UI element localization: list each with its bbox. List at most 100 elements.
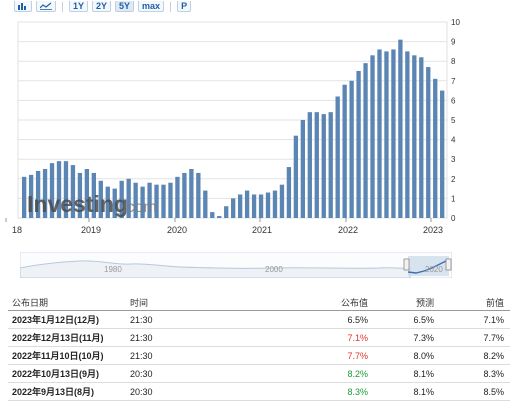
- chart-bar[interactable]: [203, 190, 208, 218]
- chart-bar[interactable]: [440, 90, 445, 218]
- chart-bar[interactable]: [28, 174, 34, 218]
- header-previous[interactable]: 前值: [485, 297, 504, 308]
- cell-date: 2022年12月13日(11月): [12, 333, 104, 343]
- chart-bar[interactable]: [419, 57, 424, 218]
- chart-bar[interactable]: [405, 51, 410, 219]
- range-navigator[interactable]: 1980 2000 2020: [20, 252, 452, 278]
- chart-bar[interactable]: [258, 194, 264, 218]
- chart-bar[interactable]: [35, 170, 41, 218]
- navigator-right-handle[interactable]: [445, 258, 452, 271]
- chart-bar[interactable]: [272, 190, 278, 218]
- y-tick-label: 6: [451, 96, 456, 105]
- chart-bar[interactable]: [119, 180, 124, 218]
- y-tick-label: 10: [451, 18, 460, 27]
- chart-bar[interactable]: [314, 112, 319, 218]
- cell-forecast: 6.5%: [413, 314, 434, 325]
- chart-bar[interactable]: [342, 84, 347, 218]
- chart-bar[interactable]: [140, 186, 145, 218]
- header-forecast[interactable]: 预测: [415, 297, 434, 308]
- table-row: 2022年12月13日(11月) 21:30 7.1% 7.3% 7.7%: [8, 329, 510, 347]
- chart-bar[interactable]: [307, 112, 312, 218]
- chart-bar[interactable]: [154, 184, 159, 218]
- chart-bar[interactable]: [147, 182, 152, 218]
- chart-bar[interactable]: [251, 194, 257, 218]
- navigator-label-2020: 2020: [425, 265, 443, 274]
- bar-chart-toggle[interactable]: [14, 1, 32, 12]
- chart-bar[interactable]: [286, 167, 292, 218]
- cell-forecast: 7.3%: [413, 332, 434, 343]
- header-time[interactable]: 时间: [130, 297, 149, 308]
- main-chart-area[interactable]: Investing .com 0 1 2 3 4 5 6 7 8 9 10 18 2019 2020 20…: [0, 16, 520, 238]
- chart-bar[interactable]: [196, 172, 201, 218]
- chart-bar[interactable]: [22, 176, 27, 218]
- chart-bar[interactable]: [224, 206, 229, 218]
- chart-bar[interactable]: [126, 178, 131, 218]
- chart-bar[interactable]: [384, 51, 389, 219]
- chart-bar[interactable]: [370, 55, 375, 218]
- cell-date: 2022年10月13日(9月): [12, 369, 100, 379]
- chart-bar[interactable]: [335, 96, 340, 218]
- cell-time: 20:30: [130, 386, 153, 397]
- range-1y-button[interactable]: 1Y: [69, 1, 89, 12]
- chart-bar[interactable]: [189, 169, 194, 218]
- chart-bar[interactable]: [398, 39, 403, 218]
- x-tick-label: 2023: [423, 225, 443, 235]
- chart-toolbar: 1Y 2Y 5Y max P: [14, 0, 195, 12]
- line-chart-toggle[interactable]: [36, 1, 56, 12]
- chart-bar[interactable]: [217, 216, 222, 218]
- watermark-suffix: .com: [122, 199, 157, 216]
- range-2y-button[interactable]: 2Y: [92, 1, 112, 12]
- chart-bar[interactable]: [77, 172, 83, 218]
- chart-bar[interactable]: [328, 112, 333, 218]
- chart-bar[interactable]: [133, 182, 138, 218]
- chart-bar[interactable]: [175, 176, 180, 218]
- cpi-bar-chart[interactable]: Investing .com 0 1 2 3 4 5 6 7 8 9 10 18 2019 2020 20…: [0, 16, 520, 238]
- y-tick-label: 3: [451, 155, 456, 164]
- chart-bar[interactable]: [293, 135, 299, 218]
- chart-bar[interactable]: [91, 172, 96, 218]
- chart-bar[interactable]: [84, 169, 90, 218]
- chart-bar[interactable]: [377, 49, 382, 218]
- cell-date: 2023年1月12日(12月): [12, 315, 100, 325]
- chart-bar[interactable]: [70, 165, 76, 218]
- chart-bar[interactable]: [49, 163, 55, 218]
- chart-bar[interactable]: [426, 67, 431, 218]
- chart-bar[interactable]: [265, 192, 271, 218]
- chart-bar[interactable]: [231, 198, 236, 218]
- chart-bar[interactable]: [182, 172, 187, 218]
- header-actual[interactable]: 公布值: [340, 297, 368, 308]
- bar-chart-icon: [18, 3, 26, 10]
- chart-bar[interactable]: [391, 49, 396, 218]
- chart-bar[interactable]: [161, 184, 166, 218]
- range-max-button[interactable]: max: [138, 1, 165, 12]
- chart-bar[interactable]: [244, 190, 250, 218]
- cell-previous: 7.7%: [483, 332, 504, 343]
- cell-date: 2022年11月10日(10月): [12, 351, 104, 361]
- y-tick-label: 9: [451, 38, 456, 47]
- cell-previous: 8.3%: [483, 368, 504, 379]
- range-5y-button[interactable]: 5Y: [115, 1, 135, 12]
- chart-bar[interactable]: [42, 169, 48, 218]
- chart-bar[interactable]: [321, 114, 326, 218]
- cell-actual: 6.5%: [347, 314, 368, 325]
- chart-bar[interactable]: [98, 180, 103, 218]
- chart-bar[interactable]: [237, 194, 243, 218]
- chart-bar[interactable]: [349, 80, 354, 218]
- chart-bar[interactable]: [112, 188, 117, 218]
- chart-bar[interactable]: [168, 182, 173, 218]
- navigator-chart[interactable]: 1980 2000 2020: [20, 252, 452, 278]
- chart-bar[interactable]: [300, 120, 306, 218]
- chart-bar[interactable]: [63, 161, 69, 218]
- chart-bar[interactable]: [356, 71, 361, 218]
- chart-bar[interactable]: [56, 161, 62, 218]
- chart-bar[interactable]: [433, 78, 438, 218]
- chart-bar[interactable]: [363, 63, 368, 218]
- p-button[interactable]: P: [177, 1, 192, 12]
- header-release-date[interactable]: 公布日期: [12, 297, 49, 308]
- chart-bar[interactable]: [279, 184, 285, 218]
- chart-bar[interactable]: [105, 186, 110, 218]
- chart-bar[interactable]: [210, 212, 215, 218]
- chart-bar[interactable]: [412, 55, 417, 218]
- toolbar-separator: [62, 2, 63, 12]
- navigator-left-handle[interactable]: [403, 258, 410, 271]
